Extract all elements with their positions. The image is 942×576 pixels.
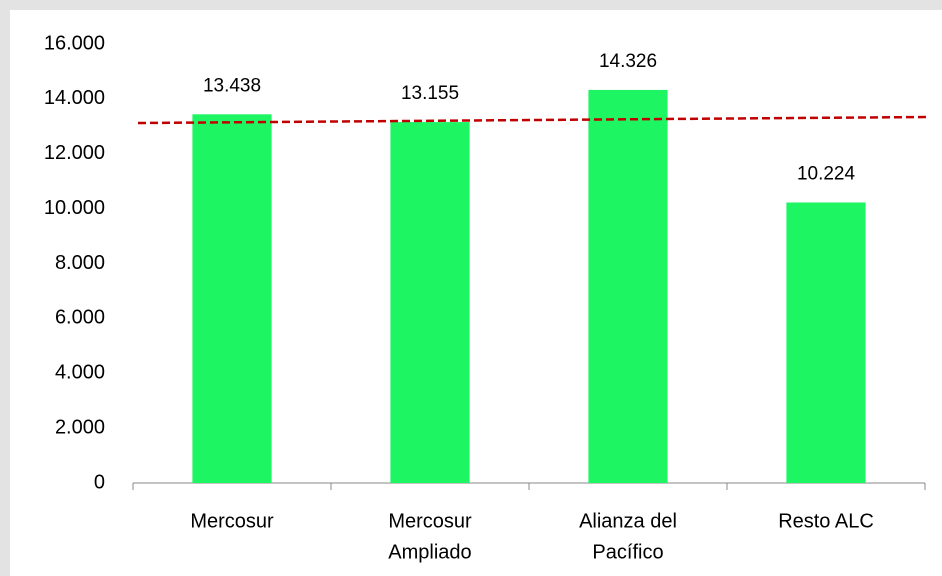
y-tick-label: 6.000 bbox=[55, 307, 105, 329]
data-label: 14.326 bbox=[599, 51, 657, 72]
bar bbox=[786, 202, 866, 483]
x-tick-label: Pacífico bbox=[592, 541, 663, 563]
x-tick-label: Mercosur bbox=[190, 510, 274, 532]
bar bbox=[588, 89, 668, 484]
y-tick-label: 0 bbox=[94, 471, 105, 493]
data-label: 13.438 bbox=[203, 75, 261, 96]
y-tick-label: 4.000 bbox=[55, 362, 105, 384]
y-tick-label: 10.000 bbox=[44, 197, 105, 219]
data-label: 13.155 bbox=[401, 83, 459, 104]
y-tick-label: 8.000 bbox=[55, 252, 105, 274]
x-tick-label: Resto ALC bbox=[778, 510, 874, 532]
data-label: 10.224 bbox=[797, 163, 856, 184]
bar bbox=[192, 114, 272, 484]
y-tick-label: 16.000 bbox=[44, 32, 105, 54]
x-tick-label: Mercosur bbox=[388, 510, 472, 532]
bar bbox=[390, 122, 470, 483]
y-tick-label: 2.000 bbox=[55, 416, 105, 438]
y-tick-label: 12.000 bbox=[44, 142, 105, 164]
trend-line bbox=[137, 115, 931, 125]
x-tick-label: Alianza del bbox=[579, 510, 677, 532]
x-tick-label: Ampliado bbox=[388, 541, 471, 563]
y-tick-label: 14.000 bbox=[44, 87, 105, 109]
